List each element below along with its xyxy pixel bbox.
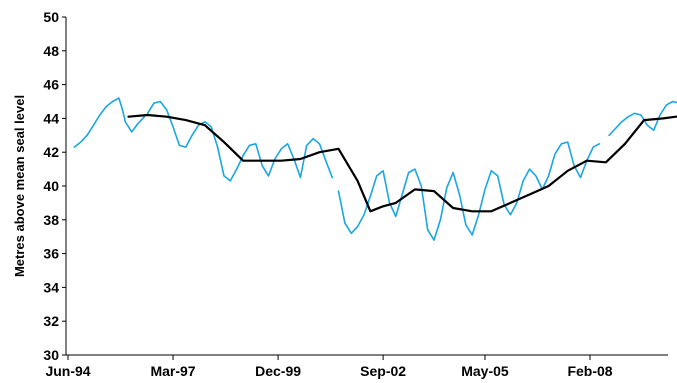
y-tick-label: 44	[43, 110, 59, 126]
x-tick-label: Jun-94	[45, 363, 90, 379]
x-tick-label: Dec-99	[255, 363, 301, 379]
y-axis-title: Metres above mean seal level	[12, 95, 27, 277]
y-tick-label: 34	[43, 279, 59, 295]
series-line-trend	[127, 113, 677, 213]
series-line-measured	[73, 97, 146, 148]
y-tick-label: 36	[43, 246, 59, 262]
y-tick-label: 48	[43, 43, 59, 59]
y-tick-label: 30	[43, 347, 59, 363]
y-tick-label: 50	[43, 9, 59, 25]
series-line-measured	[337, 141, 601, 241]
series-line-measured	[608, 100, 677, 137]
y-tick-label: 46	[43, 77, 59, 93]
y-tick-label: 42	[43, 144, 59, 160]
series-line-measured	[146, 100, 334, 182]
y-tick-label: 32	[43, 313, 59, 329]
y-tick-label: 40	[43, 178, 59, 194]
axes	[65, 17, 668, 356]
x-tick-label: Sep-02	[360, 363, 406, 379]
x-tick-label: May-05	[461, 363, 509, 379]
series-layer	[73, 97, 677, 241]
x-tick-label: Feb-08	[567, 363, 612, 379]
y-tick-label: 38	[43, 212, 59, 228]
ticks: 30 32 34 36 38 40 42 44 46 48 50 Jun-94 Mar-97 Dec-99…	[43, 9, 612, 379]
x-tick-label: Mar-97	[150, 363, 195, 379]
